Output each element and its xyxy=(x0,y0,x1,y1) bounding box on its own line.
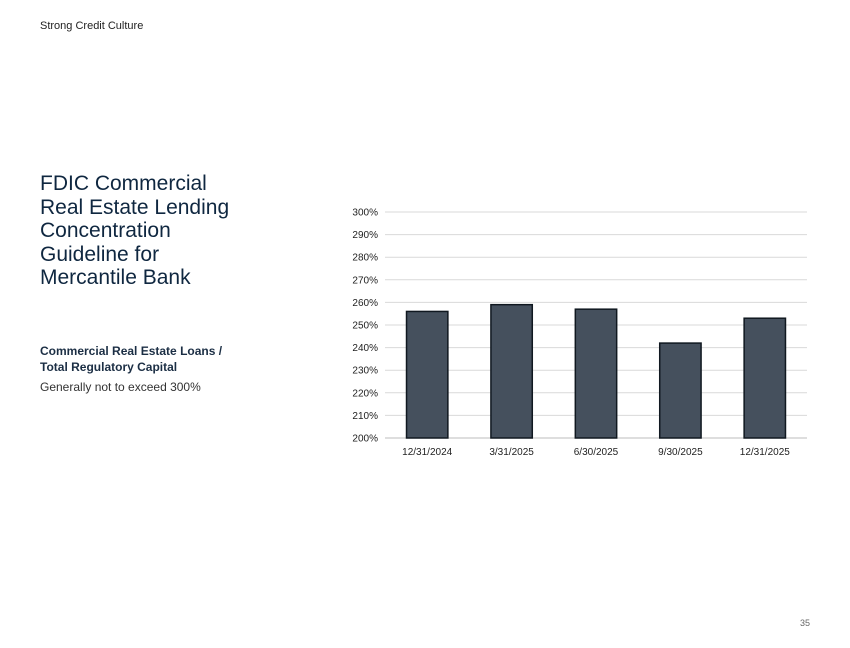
y-tick-label: 250% xyxy=(352,321,378,332)
y-tick-label: 200% xyxy=(352,434,378,445)
bar-12-31-2025 xyxy=(743,317,787,439)
bar-9-30-2025 xyxy=(658,342,702,439)
bar-3-31-2025 xyxy=(490,303,534,439)
y-tick-label: 220% xyxy=(352,388,378,399)
title-line: FDIC Commercial xyxy=(40,172,207,195)
ratio-subheading: Commercial Real Estate Loans / Total Reg… xyxy=(40,343,280,375)
x-category-label: 9/30/2025 xyxy=(658,447,703,458)
page-title: FDIC Commercial Real Estate Lending Conc… xyxy=(40,172,290,290)
guideline-note: Generally not to exceed 300% xyxy=(40,380,201,394)
x-category-label: 12/31/2024 xyxy=(402,447,452,458)
y-tick-label: 270% xyxy=(352,275,378,286)
y-tick-label: 280% xyxy=(352,253,378,264)
bar-6-30-2025 xyxy=(574,308,618,439)
y-tick-label: 240% xyxy=(352,343,378,354)
y-tick-label: 290% xyxy=(352,230,378,241)
section-header: Strong Credit Culture xyxy=(40,20,144,32)
subhead-line: Commercial Real Estate Loans / xyxy=(40,344,223,358)
x-category-label: 3/31/2025 xyxy=(489,447,534,458)
title-line: Mercantile Bank xyxy=(40,266,191,289)
x-axis-category-labels: 12/31/2024 3/31/2025 6/30/2025 9/30/2025 12/… xyxy=(402,447,790,458)
x-category-label: 6/30/2025 xyxy=(574,447,619,458)
y-tick-label: 230% xyxy=(352,366,378,377)
title-line: Concentration xyxy=(40,219,171,242)
bar-12-31-2024 xyxy=(405,310,449,439)
subhead-line: Total Regulatory Capital xyxy=(40,360,178,374)
title-line: Guideline for xyxy=(40,242,160,266)
y-axis-tick-labels: 200% 210% 220% 230% 240% 250% 260% 270% 280% 290%… xyxy=(352,208,378,445)
y-tick-label: 300% xyxy=(352,208,378,219)
chart-bars xyxy=(405,303,787,439)
page-number: 35 xyxy=(799,618,810,628)
title-line: Real Estate Lending xyxy=(40,195,230,219)
cre-concentration-bar-chart: 200% 210% 220% 230% 240% 250% 260% 270% 280% 290%… xyxy=(352,208,807,458)
x-category-label: 12/31/2025 xyxy=(740,447,790,458)
y-tick-label: 210% xyxy=(352,411,378,422)
y-tick-label: 260% xyxy=(352,298,378,309)
